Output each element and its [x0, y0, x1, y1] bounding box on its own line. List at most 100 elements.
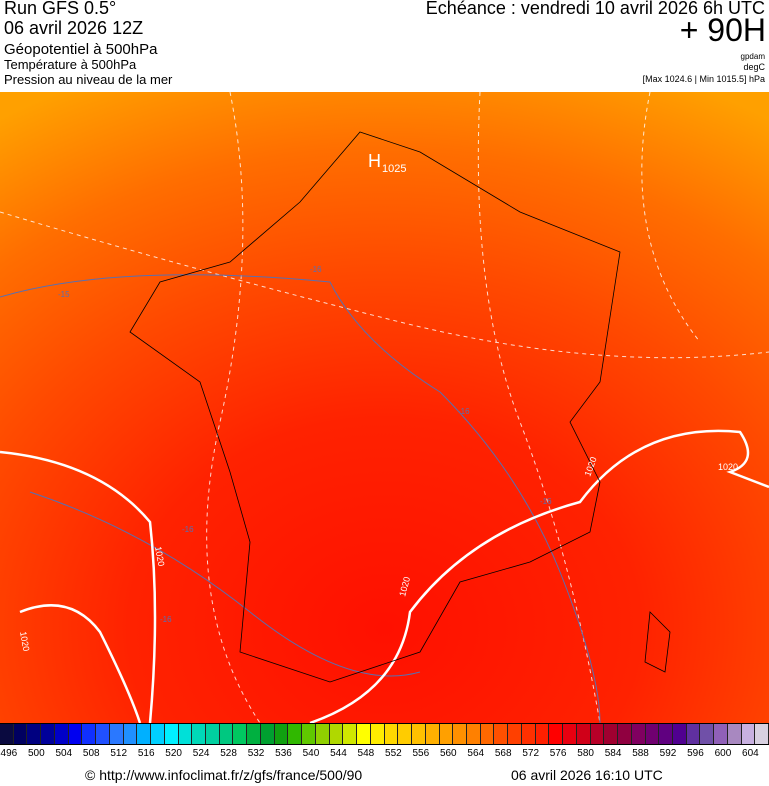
colorbar-swatch: [398, 724, 413, 744]
colorbar-tick-label: 548: [357, 748, 375, 759]
colorbar-tick-label: 544: [330, 748, 347, 759]
colorbar-swatch: [233, 724, 248, 744]
unit-degc: degC: [743, 62, 765, 72]
isotherm-label: -16: [182, 525, 194, 534]
colorbar-swatch: [370, 724, 385, 744]
field-pressure: Pression au niveau de la mer: [4, 72, 173, 87]
country-borders: [129, 131, 671, 683]
colorbar-swatch: [109, 724, 124, 744]
colorbar-tick-label: 532: [247, 748, 265, 759]
colorbar-swatch: [82, 724, 97, 744]
isobar-label: 1020: [153, 546, 166, 567]
colorbar-swatch: [260, 724, 275, 744]
colorbar-tick-label: 536: [275, 748, 292, 759]
isotherm-label: -16: [540, 497, 552, 506]
colorbar-tick-label: 560: [439, 748, 457, 759]
colorbar-swatch: [343, 724, 358, 744]
colorbar-tick-label: 600: [714, 748, 732, 759]
colorbar-swatch: [727, 724, 742, 744]
colorbar-tick-label: 592: [659, 748, 677, 759]
colorbar-swatch: [164, 724, 179, 744]
colorbar-tick-label: 556: [412, 748, 430, 759]
colorbar-swatch: [123, 724, 138, 744]
colorbar-swatch: [192, 724, 207, 744]
colorbar-swatch: [590, 724, 605, 744]
colorbar-swatch: [631, 724, 646, 744]
colorbar-swatch: [206, 724, 220, 744]
field-temperature: Température à 500hPa: [4, 57, 137, 72]
colorbar-swatch: [439, 724, 454, 744]
echeance: Echéance : vendredi 10 avril 2026 6h UTC: [425, 0, 765, 18]
colorbar-swatch: [604, 724, 619, 744]
geopotential-field: [0, 92, 769, 723]
colorbar-tick-label: 516: [137, 748, 155, 759]
colorbar-swatch: [412, 724, 426, 744]
isobars: [0, 429, 769, 723]
temperature-contours: [0, 92, 769, 723]
colorbar-tick-label: 568: [494, 748, 512, 759]
colorbar-tick-label: 500: [27, 748, 45, 759]
colorbar-swatch: [315, 724, 330, 744]
isotherm-label: -16: [458, 407, 470, 416]
colorbar-swatch: [466, 724, 481, 744]
isotherm-label: -16: [160, 615, 172, 624]
lead-time: + 90H: [679, 12, 766, 48]
colorbar-tick-label: 540: [302, 748, 320, 759]
colorbar-swatch: [535, 724, 550, 744]
colorbar-swatch: [68, 724, 83, 744]
colorbar-swatch: [219, 724, 234, 744]
colorbar-swatch: [659, 724, 673, 744]
colorbar-swatch: [672, 724, 687, 744]
colorbar: [0, 723, 769, 745]
generated-time: 06 avril 2026 16:10 UTC: [511, 767, 663, 783]
unit-gpdam: gpdam: [740, 52, 765, 61]
colorbar-swatch: [618, 724, 632, 744]
high-pressure-label: H: [368, 151, 381, 171]
colorbar-tick-label: 576: [549, 748, 567, 759]
high-pressure-value: 1025: [382, 163, 406, 175]
colorbar-swatch: [247, 724, 261, 744]
colorbar-swatch: [521, 724, 536, 744]
isotherms: [0, 274, 601, 723]
colorbar-swatch: [453, 724, 467, 744]
colorbar-swatch: [700, 724, 715, 744]
colorbar-tick-label: 528: [220, 748, 237, 759]
colorbar-swatch: [302, 724, 316, 744]
colorbar-swatch: [151, 724, 165, 744]
colorbar-swatch: [714, 724, 728, 744]
field-geopotential: Géopotentiel à 500hPa: [4, 41, 158, 58]
colorbar-swatch: [425, 724, 440, 744]
colorbar-swatch: [41, 724, 55, 744]
colorbar-swatch: [755, 724, 769, 744]
colorbar-tick-label: 508: [82, 748, 100, 759]
colorbar-swatch: [54, 724, 69, 744]
colorbar-tick-label: 584: [604, 748, 622, 759]
colorbar-swatch: [27, 724, 42, 744]
colorbar-swatch: [274, 724, 289, 744]
isotherm-label: -16: [310, 265, 322, 274]
colorbar-tick-label: 604: [742, 748, 759, 759]
colorbar-swatch: [549, 724, 564, 744]
source-url: © http://www.infoclimat.fr/z/gfs/france/…: [85, 767, 363, 783]
isobar-label: 1020: [718, 462, 738, 472]
colorbar-swatch: [384, 724, 399, 744]
colorbar-swatch: [741, 724, 756, 744]
colorbar-tick-label: 572: [522, 748, 540, 759]
colorbar-tick-label: 580: [577, 748, 594, 759]
colorbar-tick-label: 524: [192, 748, 210, 759]
colorbar-swatch: [329, 724, 344, 744]
colorbar-swatch: [178, 724, 193, 744]
run-date: 06 avril 2026 12Z: [4, 18, 144, 38]
colorbar-tick-label: 596: [687, 748, 704, 759]
colorbar-swatch: [357, 724, 371, 744]
colorbar-swatch: [494, 724, 509, 744]
colorbar-swatch: [563, 724, 577, 744]
colorbar-swatch: [576, 724, 591, 744]
colorbar-swatch: [480, 724, 495, 744]
colorbar-swatch: [508, 724, 522, 744]
isobar-label: 1020: [18, 631, 31, 652]
colorbar-swatch: [137, 724, 152, 744]
colorbar-tick-label: 564: [467, 748, 485, 759]
colorbar-tick-label: 552: [385, 748, 402, 759]
colorbar-swatch: [686, 724, 701, 744]
